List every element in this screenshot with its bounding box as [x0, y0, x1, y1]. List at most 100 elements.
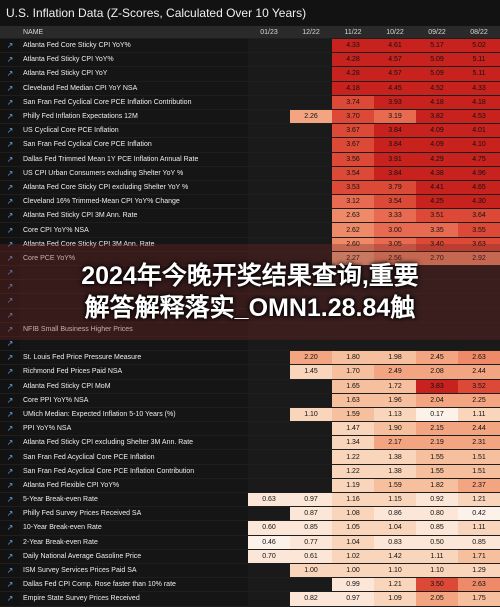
table-row[interactable]: ↗ Cleveland 16% Trimmed-Mean CPI YoY% Cha…	[0, 194, 500, 210]
table-row[interactable]: ↗ Atlanta Fed Sticky CPI YoY 4.28 4.57 5.09 5…	[0, 66, 500, 82]
chart-icon[interactable]: ↗	[0, 563, 20, 579]
chart-icon[interactable]: ↗	[0, 109, 20, 125]
chart-icon[interactable]: ↗	[0, 364, 20, 380]
table-row[interactable]: ↗	[0, 265, 500, 281]
table-row[interactable]: ↗ US CPI Urban Consumers excluding Shelte…	[0, 166, 500, 181]
chart-icon[interactable]: ↗	[0, 152, 20, 167]
row-name: Atlanta Fed Core Sticky CPI 3M Ann. Rate	[20, 237, 248, 252]
chart-icon[interactable]: ↗	[0, 38, 20, 54]
table-row[interactable]: ↗ San Fran Fed Acyclical Core PCE Inflati…	[0, 464, 500, 479]
chart-icon[interactable]: ↗	[0, 379, 20, 394]
chart-icon[interactable]: ↗	[0, 464, 20, 479]
chart-icon[interactable]: ↗	[0, 492, 20, 508]
table-row[interactable]: ↗ Atlanta Fed Flexible CPI YoY% 1.19 1.59 1.…	[0, 478, 500, 494]
column-header-name[interactable]: NAME	[20, 26, 248, 39]
value-cell	[290, 222, 332, 238]
value-cell: 2.60	[332, 237, 374, 252]
table-row[interactable]: ↗ Core CPI YoY% NSA 2.62 3.00 3.35 3.55	[0, 222, 500, 238]
table-row[interactable]: ↗ St. Louis Fed Price Pressure Measure 2.2…	[0, 350, 500, 366]
chart-icon[interactable]: ↗	[0, 279, 20, 295]
table-row[interactable]: ↗ PPI YoY% NSA 1.47 1.90 2.15 2.44	[0, 421, 500, 437]
table-row[interactable]: ↗ Philly Fed Inflation Expectations 12M 2.…	[0, 109, 500, 125]
chart-icon[interactable]: ↗	[0, 166, 20, 181]
chart-icon[interactable]: ↗	[0, 237, 20, 252]
column-header-10-22[interactable]: 10/22	[374, 26, 416, 39]
table-row[interactable]: ↗ Atlanta Fed Sticky CPI YoY% 4.28 4.57 5.09…	[0, 52, 500, 68]
chart-icon[interactable]: ↗	[0, 577, 20, 593]
chart-icon[interactable]: ↗	[0, 393, 20, 408]
chart-icon[interactable]: ↗	[0, 251, 20, 267]
value-cell: 2.70	[416, 251, 458, 267]
value-cell	[290, 478, 332, 494]
table-row[interactable]: ↗ Philly Fed Survey Prices Received SA 0.8…	[0, 506, 500, 522]
table-row[interactable]: ↗ Atlanta Fed Core Sticky CPI 3M Ann. Rat…	[0, 237, 500, 252]
chart-icon[interactable]: ↗	[0, 449, 20, 465]
table-row[interactable]: ↗ Atlanta Fed Core Sticky CPI YoY% 4.33 4.6…	[0, 38, 500, 54]
chart-icon[interactable]: ↗	[0, 591, 20, 607]
table-row[interactable]: ↗ US Cyclical Core PCE Inflation 3.67 3.84 4…	[0, 123, 500, 139]
chart-icon[interactable]: ↗	[0, 265, 20, 281]
value-cell: 0.42	[458, 506, 500, 522]
chart-icon[interactable]: ↗	[0, 336, 20, 352]
chart-icon[interactable]: ↗	[0, 322, 20, 337]
table-row[interactable]: ↗ Cleveland Fed Median CPI YoY NSA 4.18 4.4…	[0, 81, 500, 96]
chart-icon[interactable]: ↗	[0, 350, 20, 366]
table-row[interactable]: ↗ San Fran Fed Cyclical Core PCE Inflatio…	[0, 137, 500, 153]
table-row[interactable]: ↗ Dallas Fed CPI Comp. Rose faster than 1…	[0, 577, 500, 593]
chart-icon[interactable]: ↗	[0, 194, 20, 210]
chart-icon[interactable]: ↗	[0, 180, 20, 196]
chart-icon[interactable]: ↗	[0, 520, 20, 536]
table-row[interactable]: ↗ San Fran Fed Acyclical Core PCE Inflati…	[0, 449, 500, 465]
table-row[interactable]: ↗ Atlanta Fed Sticky CPI 3M Ann. Rate 2.63…	[0, 208, 500, 224]
table-row[interactable]: ↗	[0, 308, 500, 323]
table-row[interactable]: ↗ 5-Year Break-even Rate 0.63 0.97 1.16 1.15 0…	[0, 492, 500, 508]
chart-icon[interactable]: ↗	[0, 506, 20, 522]
chart-icon[interactable]: ↗	[0, 66, 20, 82]
value-cell	[248, 38, 290, 54]
chart-icon[interactable]: ↗	[0, 52, 20, 68]
column-header-08-22[interactable]: 08/22	[458, 26, 500, 39]
table-row[interactable]: ↗ San Fran Fed Cyclical Core PCE Inflatio…	[0, 95, 500, 110]
row-name	[20, 265, 248, 281]
table-row[interactable]: ↗ Core PPI YoY% NSA 1.63 1.96 2.04 2.25	[0, 393, 500, 408]
table-row[interactable]: ↗ Core PCE YoY% 2.27 2.56 2.70 2.92	[0, 251, 500, 267]
table-row[interactable]: ↗ Atlanta Fed Sticky CPI MoM 1.65 1.72 3.83 3…	[0, 379, 500, 394]
chart-icon[interactable]: ↗	[0, 407, 20, 423]
table-row[interactable]: ↗	[0, 279, 500, 295]
table-row[interactable]: ↗ Empire State Survey Prices Received 0.82…	[0, 591, 500, 607]
chart-icon[interactable]: ↗	[0, 478, 20, 494]
table-row[interactable]: ↗	[0, 336, 500, 352]
column-header-09-22[interactable]: 09/22	[416, 26, 458, 39]
table-row[interactable]: ↗ Daily National Average Gasoline Price 0.…	[0, 549, 500, 564]
value-cell: 2.44	[458, 364, 500, 380]
chart-icon[interactable]: ↗	[0, 308, 20, 323]
table-row[interactable]: ↗ Richmond Fed Prices Paid NSA 1.45 1.70 2.4…	[0, 364, 500, 380]
column-header-12-22[interactable]: 12/22	[290, 26, 332, 39]
table-row[interactable]: ↗ Dallas Fed Trimmed Mean 1Y PCE Inflatio…	[0, 152, 500, 167]
chart-icon[interactable]: ↗	[0, 549, 20, 564]
value-cell: 1.09	[374, 591, 416, 607]
chart-icon[interactable]: ↗	[0, 137, 20, 153]
column-header-01-23[interactable]: 01/23	[248, 26, 290, 39]
chart-icon[interactable]: ↗	[0, 222, 20, 238]
chart-icon[interactable]: ↗	[0, 81, 20, 96]
chart-icon[interactable]: ↗	[0, 95, 20, 110]
chart-icon[interactable]: ↗	[0, 208, 20, 224]
chart-icon[interactable]: ↗	[0, 123, 20, 139]
value-cell: 5.09	[416, 66, 458, 82]
table-row[interactable]: ↗	[0, 293, 500, 309]
chart-icon[interactable]: ↗	[0, 293, 20, 309]
value-cell	[248, 591, 290, 607]
chart-icon[interactable]: ↗	[0, 535, 20, 550]
table-row[interactable]: ↗ ISM Survey Services Prices Paid SA 1.00 1…	[0, 563, 500, 579]
table-row[interactable]: ↗ UMich Median: Expected Inflation 5-10 Y…	[0, 407, 500, 423]
column-header-11-22[interactable]: 11/22	[332, 26, 374, 39]
chart-icon[interactable]: ↗	[0, 435, 20, 451]
table-row[interactable]: ↗ 2-Year Break-even Rate 0.46 0.77 1.04 0.83 0…	[0, 535, 500, 550]
table-row[interactable]: ↗ Atlanta Fed Sticky CPI excluding Shelte…	[0, 435, 500, 451]
value-cell: 1.21	[374, 577, 416, 593]
table-row[interactable]: ↗ Atlanta Fed Core Sticky CPI excluding S…	[0, 180, 500, 196]
table-row[interactable]: ↗ NFIB Small Business Higher Prices	[0, 322, 500, 337]
table-row[interactable]: ↗ 10-Year Break-even Rate 0.60 0.85 1.05 1.04…	[0, 520, 500, 536]
chart-icon[interactable]: ↗	[0, 421, 20, 437]
